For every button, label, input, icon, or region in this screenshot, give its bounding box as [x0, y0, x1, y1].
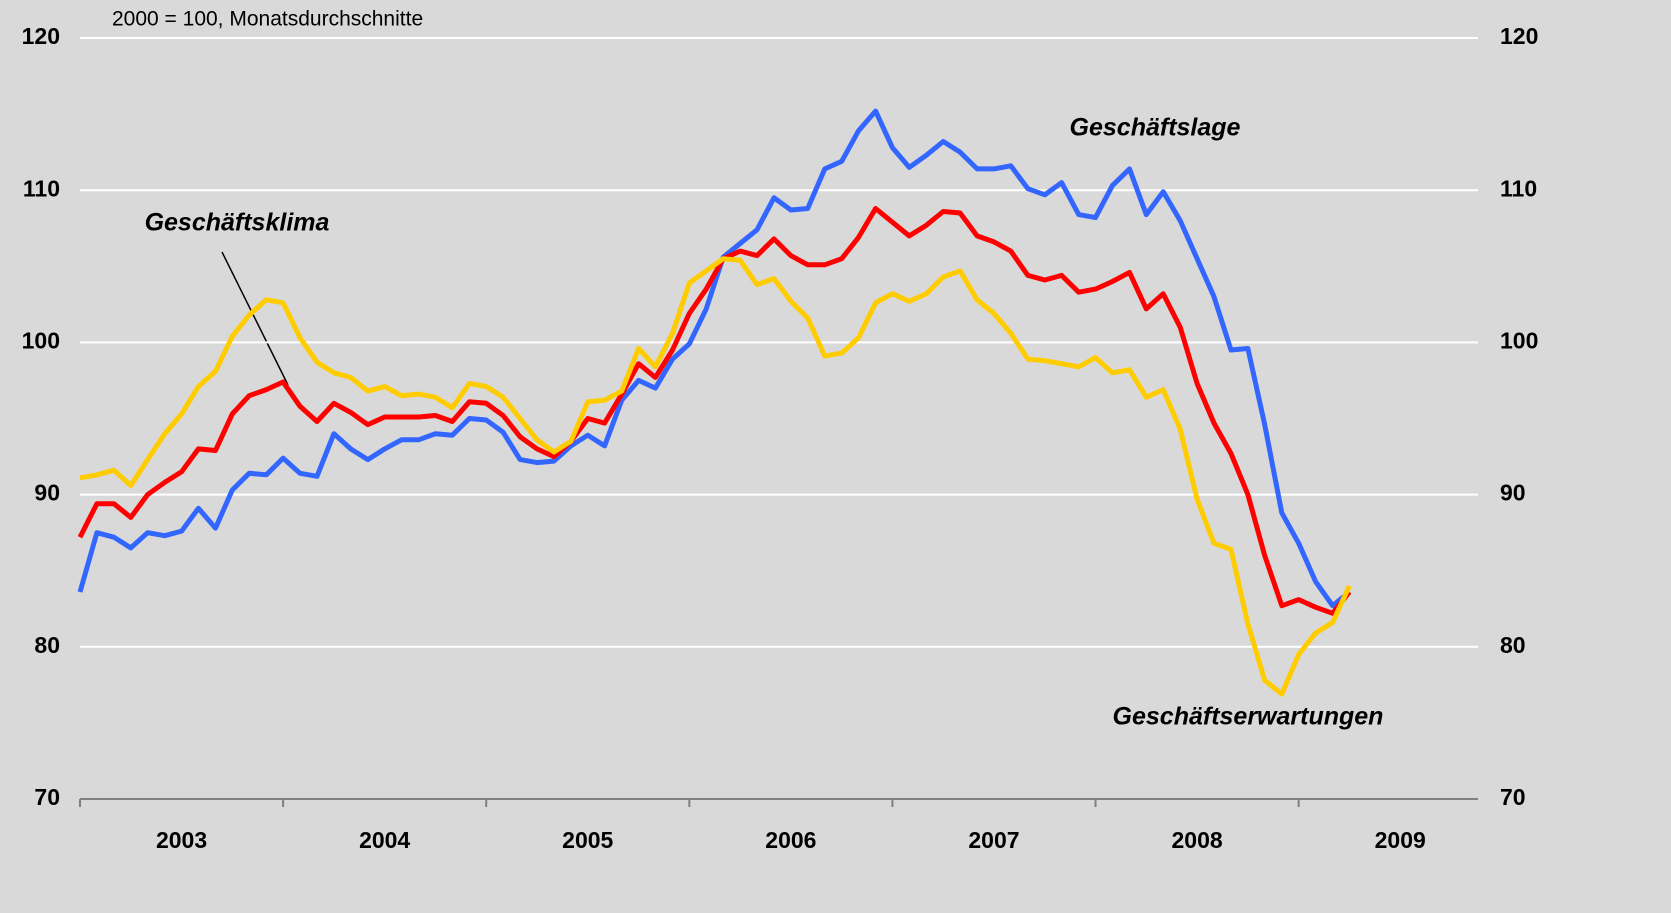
- x-tick-label: 2006: [765, 827, 816, 853]
- y-tick-label: 90: [34, 480, 60, 506]
- y2-tick-label: 80: [1500, 632, 1526, 658]
- y-tick-label: 110: [23, 175, 60, 201]
- y2-tick-label: 90: [1500, 480, 1526, 506]
- y2-tick-label: 70: [1500, 784, 1526, 810]
- series-line: [77, 206, 1352, 616]
- annotation-pointer: [221, 251, 289, 386]
- x-tick-label: 2004: [359, 827, 410, 853]
- y2-tick-label: 120: [1500, 23, 1538, 49]
- series-line: [79, 256, 1352, 697]
- x-tick-label: 2009: [1375, 827, 1426, 853]
- x-tick-label: 2003: [156, 827, 207, 853]
- y2-tick-label: 110: [1500, 175, 1537, 201]
- x-tick-label: 2008: [1172, 827, 1223, 853]
- y-tick-label: 70: [34, 784, 60, 810]
- y2-tick-label: 100: [1500, 327, 1538, 353]
- series-label: Geschäftslage: [1070, 114, 1241, 142]
- chart-subtitle: 2000 = 100, Monatsdurchschnitte: [112, 8, 423, 31]
- series-label: Geschäftsklima: [145, 209, 330, 237]
- series-line: [77, 108, 1351, 609]
- x-tick-label: 2007: [968, 827, 1019, 853]
- x-tick-label: 2005: [562, 827, 613, 853]
- y-tick-label: 100: [22, 327, 60, 353]
- y-tick-label: 120: [22, 23, 60, 49]
- series-label: Geschäftserwartungen: [1113, 703, 1384, 731]
- y-tick-label: 80: [34, 632, 60, 658]
